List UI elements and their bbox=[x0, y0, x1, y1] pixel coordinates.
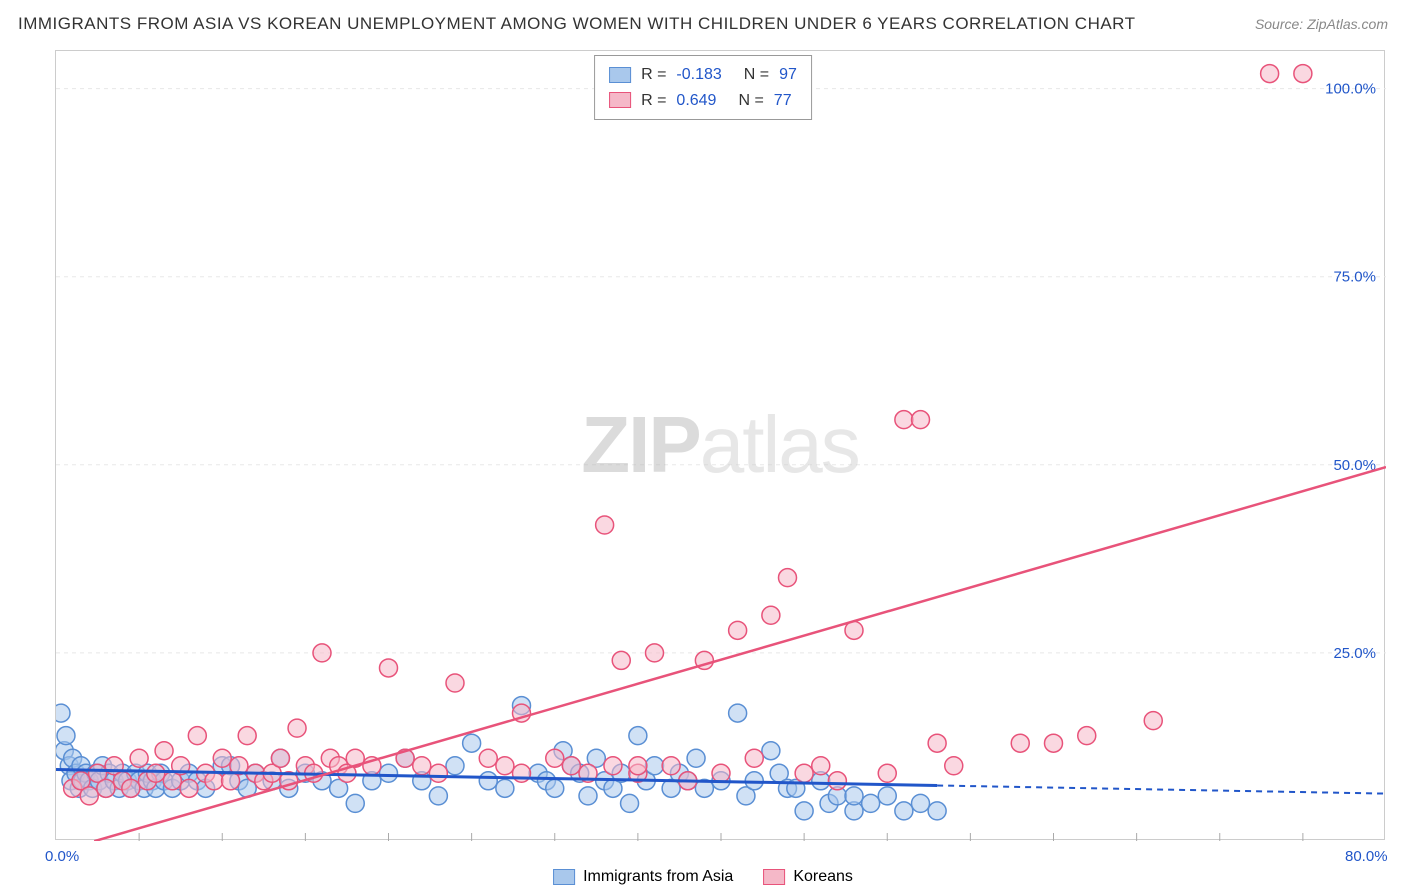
svg-text:100.0%: 100.0% bbox=[1325, 81, 1376, 98]
legend-item: Immigrants from Asia bbox=[553, 868, 733, 886]
chart-title: IMMIGRANTS FROM ASIA VS KOREAN UNEMPLOYM… bbox=[18, 14, 1136, 34]
n-value: 77 bbox=[774, 88, 792, 114]
r-label: R = bbox=[641, 88, 666, 114]
r-label: R = bbox=[641, 62, 666, 88]
source-label: Source: ZipAtlas.com bbox=[1255, 16, 1388, 32]
x-max-label: 80.0% bbox=[1345, 848, 1388, 865]
svg-text:75.0%: 75.0% bbox=[1333, 269, 1376, 286]
legend-swatch bbox=[553, 869, 575, 885]
scatter-svg: 25.0%50.0%75.0%100.0% bbox=[56, 51, 1386, 841]
r-value: 0.649 bbox=[676, 88, 716, 114]
n-label: N = bbox=[744, 62, 769, 88]
legend-swatch bbox=[763, 869, 785, 885]
legend-swatch bbox=[609, 92, 631, 108]
legend-label: Koreans bbox=[793, 868, 853, 886]
r-value: -0.183 bbox=[676, 62, 721, 88]
legend-item: Koreans bbox=[763, 868, 853, 886]
legend-stat-row: R = -0.183 N = 97 bbox=[609, 62, 797, 88]
n-label: N = bbox=[738, 88, 763, 114]
series-legend: Immigrants from Asia Koreans bbox=[553, 868, 853, 886]
x-origin-label: 0.0% bbox=[45, 848, 79, 865]
svg-text:25.0%: 25.0% bbox=[1333, 645, 1376, 662]
legend-swatch bbox=[609, 67, 631, 83]
legend-stat-row: R = 0.649 N = 77 bbox=[609, 88, 797, 114]
chart-plot-area: ZIPatlas 25.0%50.0%75.0%100.0% bbox=[55, 50, 1385, 840]
n-value: 97 bbox=[779, 62, 797, 88]
correlation-legend: R = -0.183 N = 97 R = 0.649 N = 77 bbox=[594, 55, 812, 120]
legend-label: Immigrants from Asia bbox=[583, 868, 733, 886]
